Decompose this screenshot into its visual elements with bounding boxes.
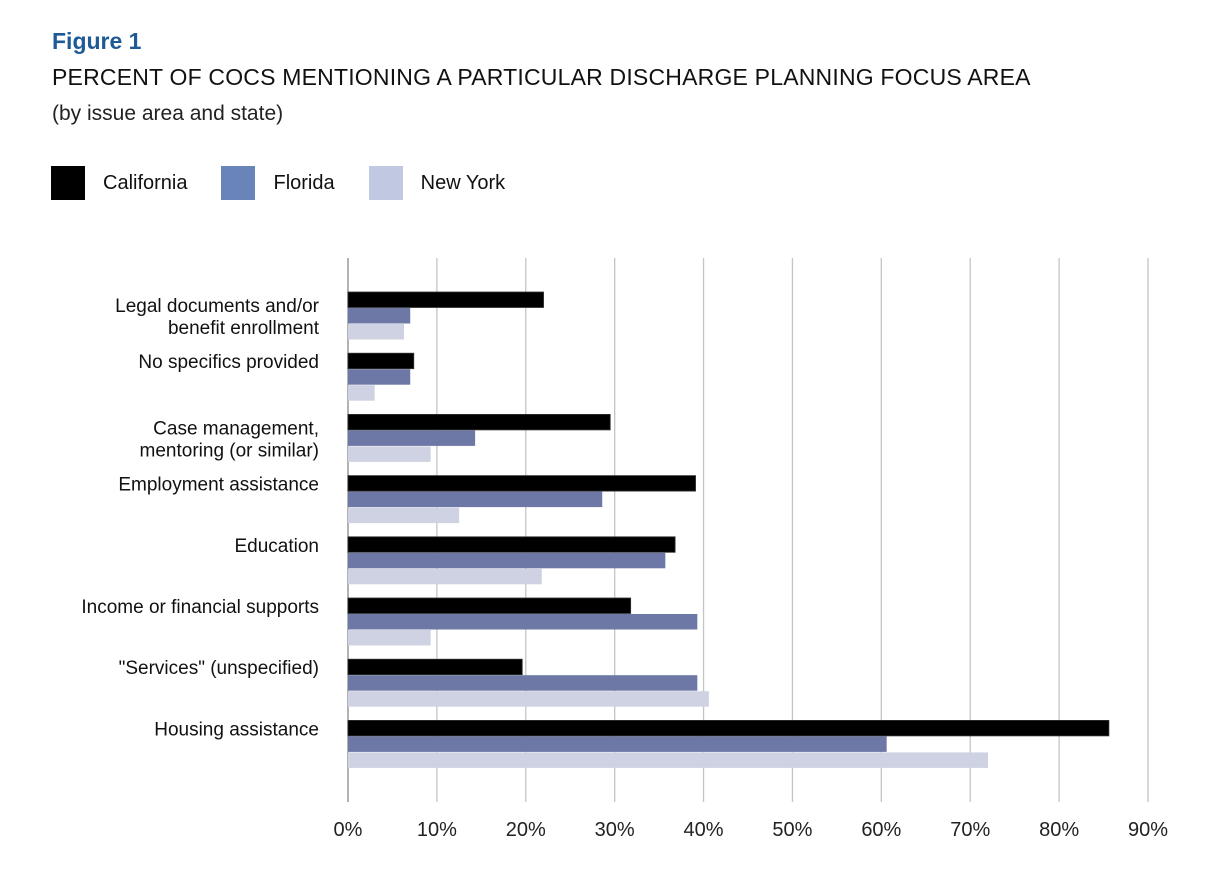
category-label: Education <box>234 536 319 557</box>
x-tick-label: 90% <box>1128 819 1168 841</box>
legend-label-new-york: New York <box>420 171 506 194</box>
figure-label: Figure 1 <box>52 28 142 54</box>
legend-swatch-florida <box>221 166 256 200</box>
x-tick-label: 80% <box>1039 819 1079 841</box>
x-tick-label: 70% <box>950 819 990 841</box>
x-tick-label: 10% <box>417 819 457 841</box>
category-label: "Services" (unspecified) <box>119 658 319 679</box>
bar-florida <box>348 308 411 324</box>
category-label: Case management, <box>153 418 319 439</box>
bar-florida <box>348 369 411 385</box>
bar-california <box>347 291 544 308</box>
legend: California Florida New York <box>51 166 539 200</box>
bar-new-york <box>348 385 375 401</box>
category-label: No specifics provided <box>138 352 319 373</box>
legend-item-florida: Florida <box>221 166 335 200</box>
bar-florida <box>348 675 698 691</box>
bar-new-york <box>348 507 460 524</box>
legend-swatch-california <box>51 166 85 200</box>
category-label: Income or financial supports <box>81 597 319 618</box>
bar-new-york <box>348 691 709 707</box>
bar-florida <box>348 736 887 752</box>
bar-new-york <box>348 568 542 585</box>
category-label: Legal documents and/or <box>115 296 320 317</box>
bar-california <box>347 352 415 370</box>
category-label: Employment assistance <box>118 475 319 496</box>
bar-new-york <box>348 324 404 340</box>
x-tick-label: 20% <box>506 819 546 841</box>
bar-florida <box>348 491 603 508</box>
x-tick-label: 60% <box>861 819 901 841</box>
bar-california <box>347 597 632 614</box>
bar-california <box>347 413 611 431</box>
bar-florida <box>348 614 698 630</box>
bar-california <box>347 536 676 553</box>
category-label: benefit enrollment <box>168 318 320 339</box>
bar-florida <box>348 552 666 569</box>
x-tick-label: 40% <box>684 819 724 841</box>
bar-new-york <box>348 752 988 768</box>
category-label: mentoring (or similar) <box>140 440 319 461</box>
x-tick-label: 0% <box>334 819 363 841</box>
legend-label-california: California <box>103 171 188 194</box>
bar-new-york <box>348 446 431 462</box>
x-tick-label: 30% <box>595 819 635 841</box>
legend-label-florida: Florida <box>273 171 335 194</box>
category-label: Housing assistance <box>154 719 319 740</box>
legend-item-new-york: New York <box>368 166 506 200</box>
legend-swatch-new-york <box>368 166 403 200</box>
bar-california <box>347 720 1110 737</box>
bar-florida <box>348 430 476 446</box>
bar-california <box>347 475 696 492</box>
bar-new-york <box>348 630 431 646</box>
chart-title: PERCENT OF COCS MENTIONING A PARTICULAR … <box>52 64 1031 90</box>
legend-item-california: California <box>51 166 187 200</box>
bar-california <box>347 658 523 676</box>
chart-subtitle: (by issue area and state) <box>52 102 284 125</box>
x-tick-label: 50% <box>772 819 812 841</box>
